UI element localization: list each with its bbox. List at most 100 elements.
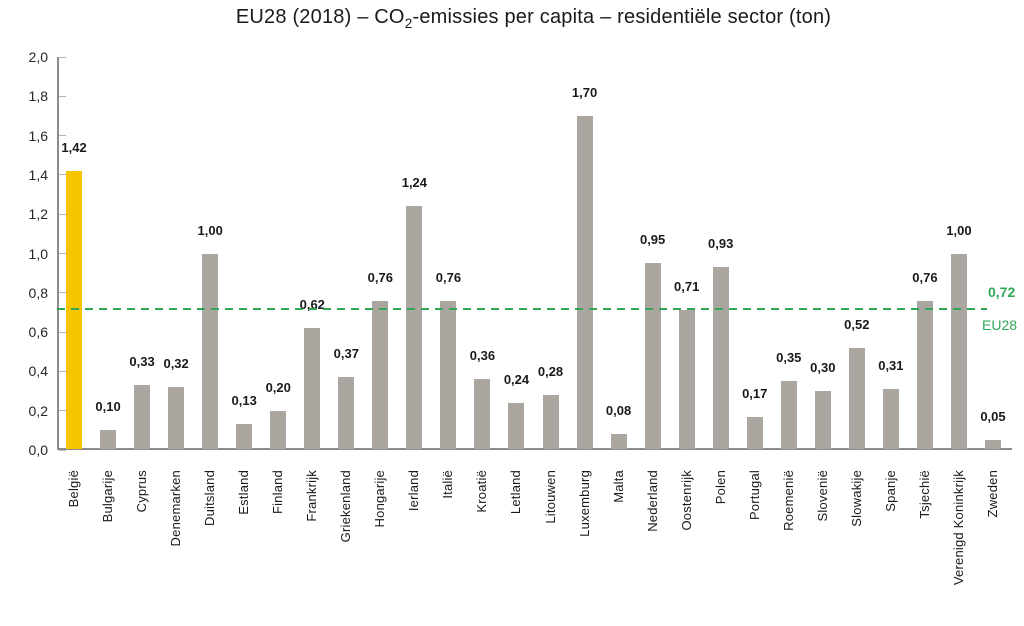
bar-value-label: 0,28 <box>537 363 564 379</box>
bar-luxemburg <box>576 115 593 449</box>
bar-value-label: 1,42 <box>61 139 87 155</box>
y-axis-tick <box>59 253 66 254</box>
bar-value-label: 0,93 <box>708 236 734 252</box>
y-axis-tick-label: 1,2 <box>28 206 48 223</box>
bar-portugal <box>746 416 763 449</box>
bar-finland <box>270 410 287 449</box>
y-axis-tick <box>59 292 66 294</box>
bar-slovenie <box>814 391 831 449</box>
bar-italie <box>440 300 457 449</box>
bar-value-label: 1,70 <box>571 84 598 100</box>
bar-value-label: 0,37 <box>333 346 359 362</box>
bar-value-label: 0,76 <box>367 269 393 285</box>
bar-slowakije <box>848 347 865 449</box>
x-axis-label-malta: Malta <box>610 470 626 503</box>
y-axis-line <box>57 57 59 450</box>
bar-belgie <box>66 170 83 449</box>
bar-nederland <box>644 263 661 449</box>
bar-value-label: 0,10 <box>95 399 121 415</box>
bar-duitsland <box>202 253 219 449</box>
bar-kroatie <box>474 379 491 449</box>
y-axis-tick-label: 1,8 <box>28 88 48 105</box>
x-axis-label-cyprus: Cyprus <box>134 470 150 513</box>
x-axis-label-griekenland: Griekenland <box>338 470 354 543</box>
chart-title-prefix: EU28 (2018) – CO <box>235 6 405 28</box>
bar-zweden <box>984 440 1001 449</box>
eu28-reference-value: 0,72 <box>988 284 1016 300</box>
bar-value-label: 1,00 <box>946 222 972 238</box>
bar-hongarije <box>372 300 389 449</box>
x-axis-label-portugal: Portugal <box>746 470 762 521</box>
x-axis-label-tsjechie: Tsjechië <box>916 470 932 519</box>
chart-title: EU28 (2018) – CO2-emissies per capita – … <box>57 6 1010 31</box>
bar-bulgarije <box>100 430 117 449</box>
bar-polen <box>712 267 729 449</box>
y-axis-tick-label: 1,6 <box>28 127 48 144</box>
y-axis-tick-label: 0,4 <box>28 363 48 380</box>
bar-tsjechie <box>916 300 933 449</box>
bar-roemenie <box>780 381 797 449</box>
bar-value-label: 0,20 <box>265 379 291 395</box>
x-axis-label-zweden: Zweden <box>984 470 1000 518</box>
plot-area: 1,42 0,10 0,33 0,32 1,00 0,13 0,20 0,62 0,37 0,76… <box>57 56 1017 451</box>
bar-value-label: 0,24 <box>503 371 530 387</box>
x-axis-label-oostenrijk: Oostenrijk <box>678 470 694 531</box>
x-axis-label-luxemburg: Luxemburg <box>576 470 592 537</box>
bar-spanje <box>882 389 899 449</box>
bar-value-label: 0,31 <box>878 358 904 374</box>
eu28-reference-label: EU28 <box>982 317 1018 333</box>
y-axis-tick <box>59 56 66 58</box>
y-axis-tick-label: 2,0 <box>28 49 48 65</box>
x-axis-label-slowakije: Slowakije <box>848 470 864 527</box>
bar-value-label: 0,33 <box>129 354 155 370</box>
bar-denemarken <box>168 387 185 449</box>
y-axis-tick <box>59 410 66 412</box>
x-axis-label-estland: Estland <box>236 470 252 515</box>
bar-value-label: 0,76 <box>435 269 462 285</box>
bar-ierland <box>406 206 423 449</box>
bar-value-label: 0,30 <box>810 360 836 376</box>
x-axis-label-belgie: België <box>66 470 82 508</box>
bar-value-label: 1,00 <box>197 222 223 238</box>
x-axis-label-ierland: Ierland <box>406 470 422 512</box>
bar-litouwen <box>542 394 559 449</box>
y-axis-tick <box>59 174 66 176</box>
bar-value-label: 0,76 <box>912 269 938 285</box>
bar-value-label: 0,35 <box>776 350 802 366</box>
bar-value-label: 0,71 <box>674 279 700 295</box>
x-axis-label-nederland: Nederland <box>644 470 660 532</box>
x-axis-label-spanje: Spanje <box>882 470 898 512</box>
x-axis-label-hongarije: Hongarije <box>372 470 388 528</box>
eu28-reference-line <box>57 307 987 310</box>
x-axis-line <box>57 448 1012 450</box>
bar-value-label: 0,95 <box>639 232 666 248</box>
bar-estland <box>236 424 253 449</box>
x-axis-label-frankrijk: Frankrijk <box>304 470 320 522</box>
y-axis-tick <box>59 449 66 451</box>
bar-cyprus <box>134 385 151 449</box>
bar-value-label: 0,05 <box>980 409 1006 425</box>
bar-value-label: 0,08 <box>605 403 632 419</box>
bar-value-label: 0,36 <box>469 348 496 364</box>
x-axis-label-finland: Finland <box>270 470 286 515</box>
chart-title-suffix: -emissies per capita – residentiële sect… <box>412 6 832 28</box>
y-axis-tick <box>59 95 66 97</box>
bar-letland <box>508 402 525 449</box>
x-axis-label-denemarken: Denemarken <box>168 470 184 547</box>
chart-title-subscript: 2 <box>404 16 413 31</box>
x-axis-label-polen: Polen <box>712 470 728 505</box>
x-axis-label-italie: Italië <box>440 470 456 499</box>
x-axis-label-litouwen: Litouwen <box>542 470 558 524</box>
y-axis-tick-label: 1,0 <box>28 245 48 262</box>
bar-value-label: 0,13 <box>231 393 257 409</box>
bar-value-label: 0,32 <box>163 356 189 372</box>
y-axis-tick <box>59 213 66 215</box>
x-axis-label-duitsland: Duitsland <box>202 470 218 526</box>
bar-value-label: 0,17 <box>742 385 768 401</box>
x-axis-label-verenigd-koninkrijk: Verenigd Koninkrijk <box>950 470 966 586</box>
bar-value-label: 0,62 <box>299 297 325 313</box>
y-axis-tick-label: 0,0 <box>28 442 48 458</box>
y-axis-tick-label: 0,2 <box>28 402 48 419</box>
x-axis-label-letland: Letland <box>508 470 524 515</box>
